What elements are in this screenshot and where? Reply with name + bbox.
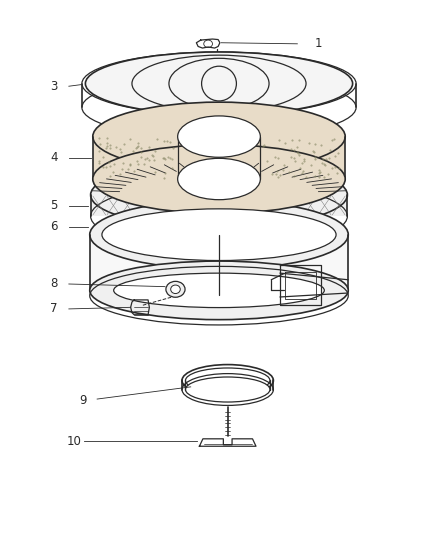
Ellipse shape: [166, 281, 185, 297]
Ellipse shape: [93, 102, 345, 171]
Text: 5: 5: [51, 199, 58, 212]
Polygon shape: [93, 136, 345, 179]
Text: 3: 3: [51, 80, 58, 93]
Ellipse shape: [91, 161, 347, 228]
Text: 1: 1: [315, 37, 322, 50]
Polygon shape: [178, 136, 260, 179]
Text: 4: 4: [50, 151, 58, 164]
Ellipse shape: [93, 144, 345, 214]
Ellipse shape: [90, 261, 348, 320]
Text: 6: 6: [50, 220, 58, 233]
Text: 8: 8: [51, 278, 58, 290]
Polygon shape: [90, 235, 348, 290]
Text: 7: 7: [50, 302, 58, 316]
Text: 9: 9: [80, 393, 87, 407]
Ellipse shape: [102, 209, 336, 261]
Ellipse shape: [114, 273, 324, 308]
Ellipse shape: [185, 377, 270, 402]
Ellipse shape: [178, 158, 260, 200]
Text: 10: 10: [67, 435, 81, 448]
Polygon shape: [91, 195, 347, 216]
Ellipse shape: [90, 200, 348, 269]
Ellipse shape: [185, 368, 270, 393]
Ellipse shape: [178, 116, 260, 157]
Ellipse shape: [171, 285, 180, 294]
Ellipse shape: [85, 52, 353, 115]
